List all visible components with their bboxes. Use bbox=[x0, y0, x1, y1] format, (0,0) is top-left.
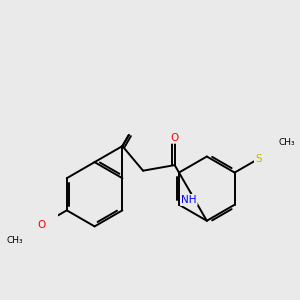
Text: O: O bbox=[37, 220, 45, 230]
Text: CH₃: CH₃ bbox=[278, 138, 295, 147]
Text: O: O bbox=[171, 133, 179, 143]
Text: CH₃: CH₃ bbox=[7, 236, 23, 244]
Text: NH: NH bbox=[181, 195, 197, 205]
Text: S: S bbox=[255, 154, 262, 164]
